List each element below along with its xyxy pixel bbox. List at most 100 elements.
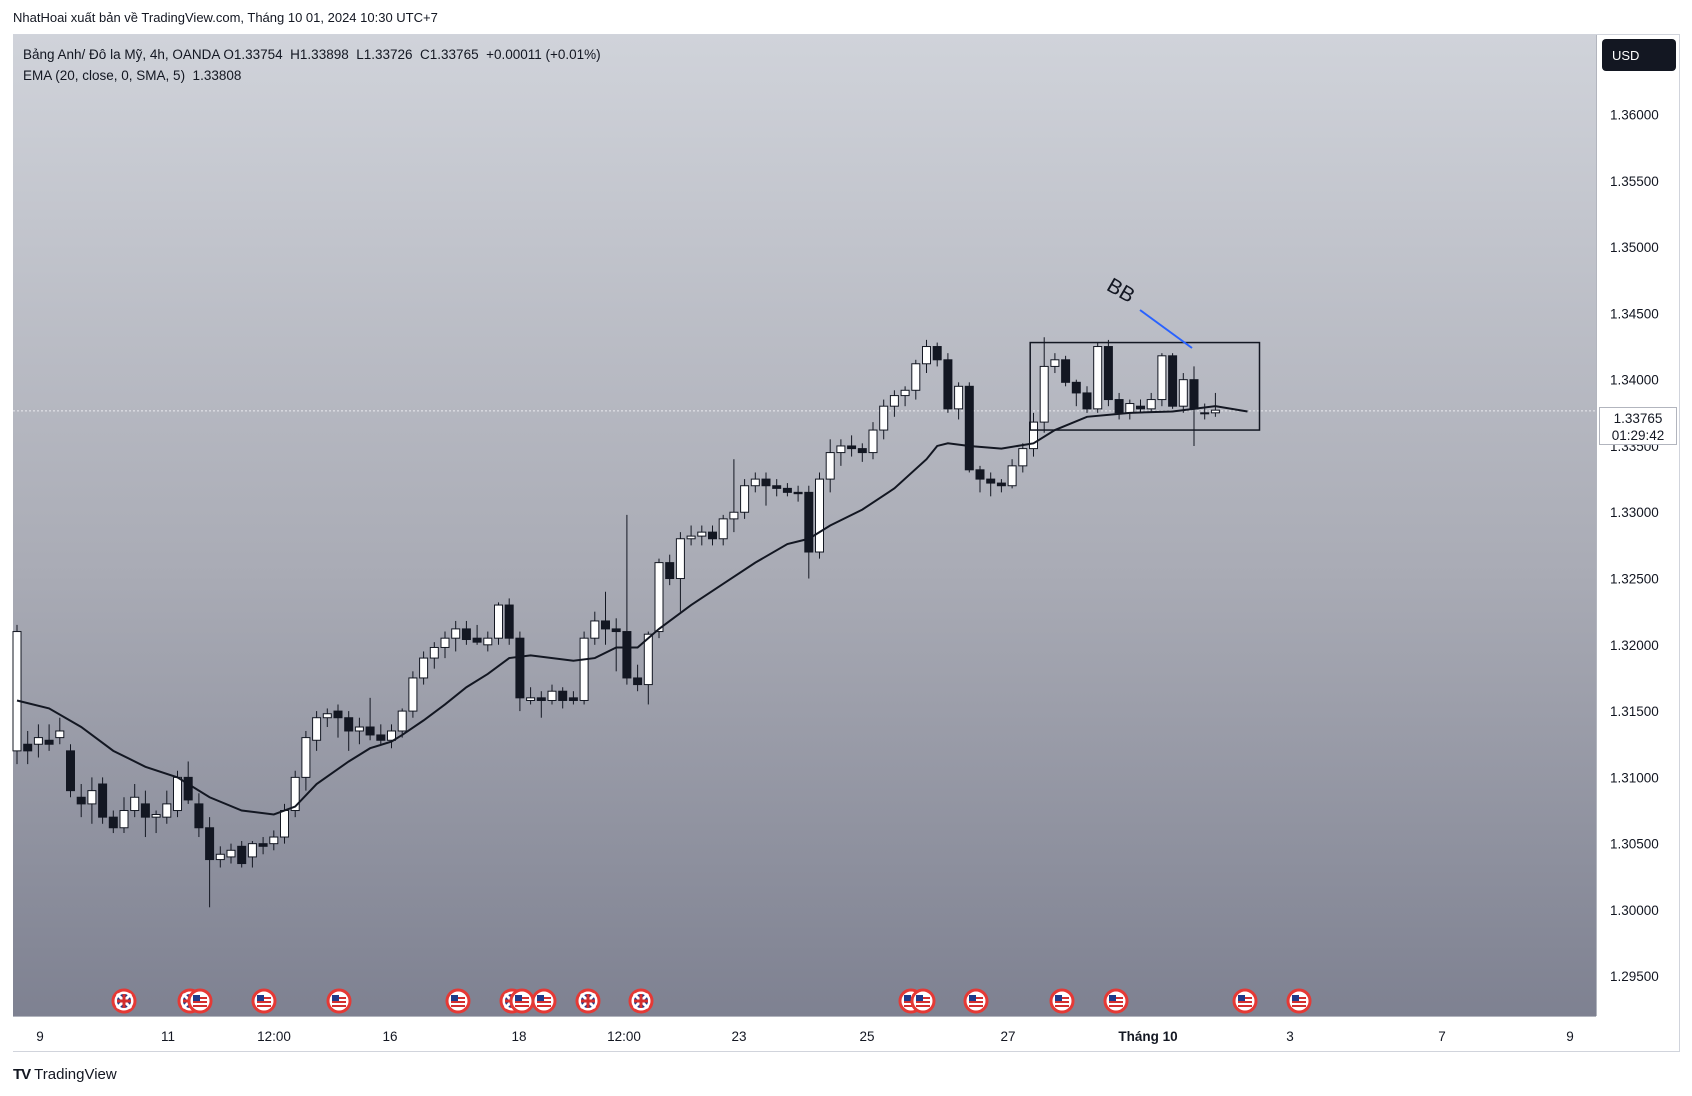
candle-up xyxy=(33,737,43,745)
time-tick-label: 12:00 xyxy=(257,1029,291,1044)
us-flag-stripe-icon xyxy=(1292,1001,1306,1003)
candle-down xyxy=(611,628,621,633)
candle-down xyxy=(258,843,268,847)
time-tick-label: 18 xyxy=(511,1029,526,1044)
candle-down xyxy=(782,487,792,493)
candle-up xyxy=(408,677,418,712)
candle-down xyxy=(708,531,717,540)
us-flag-stripe-icon xyxy=(916,1005,930,1007)
us-flag-stripe-icon xyxy=(537,1001,551,1003)
candle-down xyxy=(333,710,343,719)
currency-button[interactable]: USD xyxy=(1602,39,1676,71)
indicator-label[interactable]: EMA (20, close, 0, SMA, 5) 1.33808 xyxy=(23,68,242,83)
candle-up xyxy=(836,445,846,454)
us-flag-stripe-icon xyxy=(1055,1005,1069,1007)
us-flag-canton-icon xyxy=(515,995,522,1001)
us-flag-canton-icon xyxy=(1109,995,1116,1001)
time-tick-label: 9 xyxy=(36,1029,44,1044)
candle-down xyxy=(237,845,247,865)
candle-down xyxy=(23,743,33,752)
time-tick-label: 16 xyxy=(382,1029,397,1044)
us-flag-stripe-icon xyxy=(515,1005,529,1007)
candle-down xyxy=(1136,405,1145,410)
us-flag-stripe-icon xyxy=(332,1001,346,1003)
candle-up xyxy=(879,405,889,431)
price-tick-label: 1.34500 xyxy=(1610,306,1659,321)
time-tick-label: 9 xyxy=(1566,1029,1574,1044)
candle-down xyxy=(857,448,867,454)
candle-up xyxy=(729,511,739,520)
candle-up xyxy=(1125,403,1135,414)
candle-up xyxy=(269,836,279,845)
gb-flag-cross-icon xyxy=(122,994,126,1008)
candle-down xyxy=(205,827,215,861)
us-flag-stripe-icon xyxy=(257,1001,271,1003)
us-flag-stripe-icon xyxy=(904,1005,918,1007)
candle-up xyxy=(483,637,493,646)
candle-down xyxy=(98,783,108,818)
candle-up xyxy=(87,790,97,805)
time-axis[interactable] xyxy=(13,1016,1596,1051)
ohlc-values: O1.33754 H1.33898 L1.33726 C1.33765 +0.0… xyxy=(223,47,601,62)
candle-up xyxy=(1093,346,1103,410)
candle-up xyxy=(247,843,257,858)
candle-up xyxy=(162,803,172,818)
us-flag-stripe-icon xyxy=(1109,1005,1123,1007)
candle-down xyxy=(1103,346,1113,401)
price-tick-label: 1.30500 xyxy=(1610,837,1659,852)
candle-up xyxy=(590,620,600,639)
candle-up xyxy=(215,853,225,861)
price-axis[interactable] xyxy=(1596,35,1679,1016)
price-tick-label: 1.29500 xyxy=(1610,969,1659,984)
candle-up xyxy=(750,478,760,487)
candle-up xyxy=(55,730,65,739)
candle-down xyxy=(558,690,568,701)
candle-up xyxy=(889,395,899,407)
price-tick-label: 1.35500 xyxy=(1610,174,1659,189)
last-price-tag: 1.33765 01:29:42 xyxy=(1599,407,1677,445)
candle-down xyxy=(504,604,514,639)
last-price-value: 1.33765 xyxy=(1613,411,1663,426)
candle-up xyxy=(429,646,439,659)
candle-up xyxy=(1007,465,1017,487)
candle-down xyxy=(975,469,985,480)
candle-up xyxy=(643,633,653,686)
us-flag-stripe-icon xyxy=(1238,1005,1252,1007)
candle-down xyxy=(76,796,86,805)
candle-up xyxy=(119,810,129,829)
candle-down xyxy=(804,491,814,553)
candle-down xyxy=(665,562,675,580)
candle-down xyxy=(140,803,150,818)
candle-up xyxy=(654,562,664,633)
time-tick-label: 7 xyxy=(1438,1029,1446,1044)
us-flag-stripe-icon xyxy=(969,1005,983,1007)
candle-up xyxy=(173,776,182,812)
time-tick-label: 11 xyxy=(161,1029,175,1044)
candle-down xyxy=(601,620,610,630)
candle-down xyxy=(194,803,204,829)
candle-up xyxy=(226,849,236,858)
candle-down xyxy=(847,445,857,450)
price-tick-label: 1.33000 xyxy=(1610,505,1659,520)
candle-down xyxy=(344,717,354,732)
time-tick-label: 23 xyxy=(731,1029,746,1044)
tradingview-brand[interactable]: TV TradingView xyxy=(13,1066,117,1083)
candle-down xyxy=(472,637,482,643)
us-flag-canton-icon xyxy=(904,995,911,1001)
candle-up xyxy=(922,346,931,365)
candle-up xyxy=(1146,399,1156,410)
candle-up xyxy=(1210,409,1220,414)
price-tick-label: 1.34000 xyxy=(1610,373,1659,388)
us-flag-canton-icon xyxy=(193,995,200,1001)
candle-down xyxy=(66,750,75,792)
candle-up xyxy=(397,710,407,732)
us-flag-stripe-icon xyxy=(193,1001,207,1003)
candle-down xyxy=(1189,379,1199,410)
candle-up xyxy=(1157,355,1167,401)
time-tick-label: 3 xyxy=(1286,1029,1294,1044)
us-flag-stripe-icon xyxy=(332,1005,346,1007)
symbol-label[interactable]: Bảng Anh/ Đô la Mỹ, 4h, OANDA xyxy=(23,47,220,62)
us-flag-canton-icon xyxy=(537,995,544,1001)
us-flag-canton-icon xyxy=(1292,995,1299,1001)
